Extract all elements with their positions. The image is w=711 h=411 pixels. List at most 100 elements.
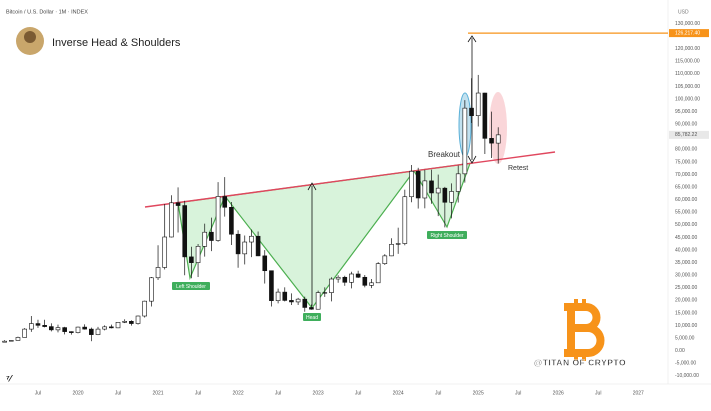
candle-body: [235, 233, 241, 255]
y-tick-label: 130,000.00: [675, 21, 700, 27]
candle-body: [109, 326, 114, 329]
candle-body: [335, 276, 341, 280]
candle-body: [329, 278, 334, 293]
target-arrowtail: [467, 155, 477, 164]
candle-body: [369, 282, 374, 286]
x-tick-label: 2021: [152, 390, 163, 396]
breakout-label: Breakout: [428, 150, 461, 159]
candle-body: [382, 255, 388, 264]
candle-body: [129, 321, 134, 324]
candle-body: [215, 196, 221, 241]
x-tick-label: Jul: [595, 390, 601, 396]
last-price-label: 85,782.22: [675, 132, 697, 138]
candle-body: [315, 292, 321, 310]
y-tick-label: 25,000.00: [675, 285, 697, 291]
y-tick-label: 50,000.00: [675, 222, 697, 228]
candle-body: [49, 326, 54, 331]
candle-body: [95, 328, 101, 335]
candle-body: [355, 273, 361, 278]
candle-body: [249, 235, 254, 243]
candle-body: [135, 315, 141, 324]
avatar-face: [24, 31, 36, 43]
target-label-box: [669, 29, 709, 38]
retest-label: Retest: [508, 165, 528, 172]
candle-body: [469, 107, 474, 116]
candle-body: [182, 205, 188, 258]
candle-body: [82, 326, 87, 330]
candle-body: [155, 267, 161, 279]
left-shoulder-box: [172, 282, 210, 290]
x-tick-label: 2020: [72, 390, 83, 396]
y-tick-label: 95,000.00: [675, 109, 697, 115]
candle-body: [169, 202, 174, 238]
y-tick-label: 35,000.00: [675, 260, 697, 266]
candle-body: [89, 328, 94, 335]
candle-body: [295, 298, 301, 303]
candle-body: [29, 323, 34, 330]
candle-body: [142, 300, 147, 317]
candle-body: [55, 327, 61, 331]
y-tick-label: 30,000.00: [675, 273, 697, 279]
candle-body: [489, 138, 494, 144]
y-tick-label: 15,000.00: [675, 310, 697, 316]
candle-body: [115, 322, 121, 329]
y-tick-label: 115,000.00: [675, 59, 700, 65]
right-shoulder-label: Right Shoulder: [430, 233, 463, 239]
candle-body: [482, 92, 488, 139]
candle-body: [102, 326, 107, 330]
candle-body: [75, 326, 81, 333]
y-tick-label: 120,000.00: [675, 46, 700, 52]
pattern-title: Inverse Head & Shoulders: [52, 37, 181, 49]
x-tick-label: 2025: [473, 390, 484, 396]
candle-body: [15, 337, 21, 341]
x-tick-label: 2026: [553, 390, 564, 396]
candle-body: [302, 298, 308, 308]
x-tick-label: Jul: [435, 390, 441, 396]
x-tick-label: Jul: [275, 390, 281, 396]
candle-body: [495, 134, 501, 144]
candle-body: [375, 263, 381, 284]
watermark: @TITAN OF CRYPTO: [534, 357, 626, 367]
candle-body: [2, 340, 7, 343]
x-tick-label: Jul: [115, 390, 121, 396]
candle-body: [149, 277, 154, 302]
bitcoin-logo: [564, 299, 605, 361]
candle-body: [349, 273, 354, 283]
neckline: [144, 151, 556, 208]
symbol-header: Bitcoin / U.S. Dollar · 1M · INDEX: [6, 9, 88, 15]
candle-body: [275, 291, 281, 301]
y-tick-label: 100,000.00: [675, 96, 700, 102]
candle-body: [389, 243, 394, 257]
candle-body: [42, 325, 47, 327]
y-tick-label: 10,000.00: [675, 323, 697, 329]
candle-body: [262, 255, 268, 272]
head-label: Head: [306, 315, 318, 321]
y-tick-label: 75,000.00: [675, 159, 697, 165]
candle-body: [282, 291, 288, 301]
right-shoulder-box: [427, 231, 467, 239]
candle-body: [69, 331, 74, 333]
candle-body: [415, 171, 421, 199]
y-tick-label: 5,000.00: [675, 335, 695, 341]
candle-body: [442, 187, 448, 203]
candle-body: [435, 187, 441, 194]
candle-body: [289, 300, 294, 303]
candle-body: [395, 243, 401, 245]
candle-body: [255, 235, 261, 257]
candle-body: [342, 276, 348, 283]
y-tick-label: -10,000.00: [675, 373, 699, 379]
candle-body: [229, 207, 234, 235]
x-tick-label: Jul: [355, 390, 361, 396]
candle-body: [242, 241, 248, 255]
labels: Left Shoulder Head Right Shoulder Breako…: [172, 150, 528, 321]
x-tick-label: 2027: [633, 390, 644, 396]
x-tick-label: 2022: [233, 390, 244, 396]
candle-body: [462, 107, 468, 175]
head-box: [303, 313, 321, 321]
candle-body: [322, 292, 328, 294]
candle-body: [269, 270, 274, 301]
candle-body: [402, 196, 408, 244]
candles: [2, 74, 501, 343]
y-tick-label: 65,000.00: [675, 184, 697, 190]
candle-body: [429, 180, 434, 194]
